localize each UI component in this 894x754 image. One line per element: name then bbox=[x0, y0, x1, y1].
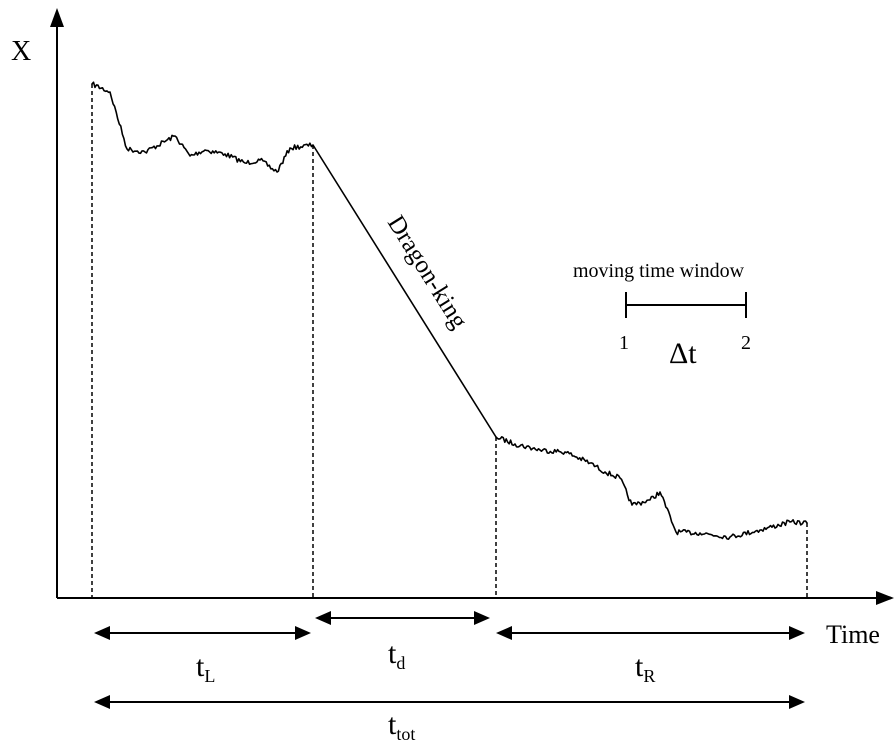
interval-left-arrow bbox=[94, 626, 311, 640]
window-start-label: 1 bbox=[619, 332, 629, 354]
x-axis-arrowhead bbox=[876, 591, 894, 605]
y-axis-label: X bbox=[11, 36, 31, 67]
dragon-king-label: Dragon-king bbox=[382, 211, 473, 334]
window-end-label: 2 bbox=[741, 332, 751, 354]
window-caption: moving time window bbox=[573, 260, 745, 282]
interval-drop-label: td bbox=[388, 637, 405, 673]
x-axis bbox=[57, 591, 894, 605]
window-bracket bbox=[625, 292, 747, 318]
interval-total-label: ttot bbox=[388, 708, 415, 744]
x-axis-label: Time bbox=[826, 620, 880, 649]
interval-right-arrow bbox=[496, 626, 805, 640]
y-axis bbox=[50, 8, 64, 598]
interval-drop-arrow bbox=[315, 611, 490, 625]
interval-total-arrow bbox=[94, 695, 805, 709]
time-series-trace bbox=[91, 81, 808, 540]
interval-left-label: tL bbox=[196, 650, 215, 686]
y-axis-arrowhead bbox=[50, 8, 64, 27]
interval-right-label: tR bbox=[635, 650, 655, 686]
window-width-label: Δt bbox=[669, 337, 697, 370]
